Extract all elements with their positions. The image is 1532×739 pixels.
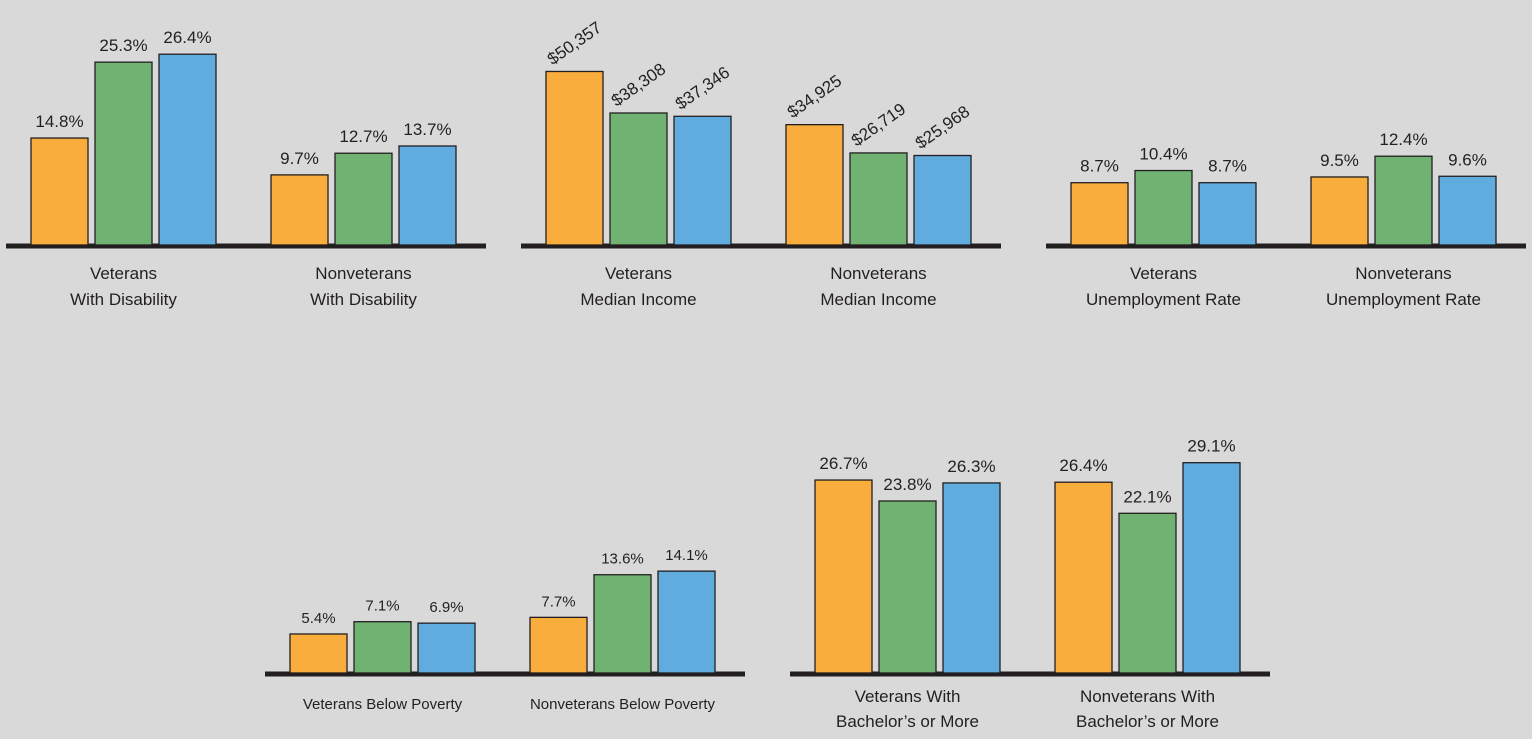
bar	[850, 153, 907, 245]
data-label: 14.1%	[665, 547, 708, 564]
data-label: 26.4%	[163, 28, 211, 47]
bar	[610, 113, 667, 245]
data-label: $50,357	[544, 18, 605, 69]
data-label: 26.7%	[819, 454, 867, 473]
bar	[530, 617, 587, 673]
data-label: 7.7%	[541, 593, 575, 610]
data-label: 10.4%	[1139, 145, 1187, 164]
bar	[815, 480, 872, 673]
bar	[786, 125, 843, 245]
bar	[354, 622, 411, 673]
data-label: 7.1%	[365, 598, 399, 615]
category-label: Bachelor’s or More	[1076, 712, 1219, 731]
category-label: Nonveterans	[315, 264, 411, 283]
bar	[658, 571, 715, 673]
bar	[943, 483, 1000, 673]
data-label: 5.4%	[301, 610, 335, 627]
category-label: With Disability	[310, 290, 417, 309]
category-label: Unemployment Rate	[1086, 290, 1241, 309]
category-label: Veterans	[1130, 264, 1197, 283]
bar	[879, 501, 936, 673]
bar	[95, 62, 152, 245]
data-label: 29.1%	[1187, 437, 1235, 456]
data-label: $38,308	[608, 59, 669, 110]
bar	[1055, 482, 1112, 673]
bar	[271, 175, 328, 245]
bar	[1199, 183, 1256, 245]
data-label: 9.5%	[1320, 151, 1359, 170]
data-label: 13.6%	[601, 551, 644, 568]
data-label: 8.7%	[1080, 157, 1119, 176]
category-label: Nonveterans	[1355, 264, 1451, 283]
data-label: 9.6%	[1448, 150, 1487, 169]
category-label: Nonveterans Below Poverty	[530, 696, 716, 713]
bar	[335, 153, 392, 245]
bar	[418, 623, 475, 673]
bar	[914, 156, 971, 245]
bar	[290, 634, 347, 673]
data-label: $34,925	[784, 71, 845, 122]
bar	[1375, 156, 1432, 245]
data-label: 12.4%	[1379, 130, 1427, 149]
bar	[1183, 463, 1240, 673]
bar	[31, 138, 88, 245]
category-label: Nonveterans	[830, 264, 926, 283]
bar	[1119, 513, 1176, 673]
data-label: 26.3%	[947, 457, 995, 476]
bar	[594, 575, 651, 673]
bar	[1311, 177, 1368, 245]
data-label: 23.8%	[883, 475, 931, 494]
bar	[546, 71, 603, 245]
data-label: 8.7%	[1208, 157, 1247, 176]
data-label: 9.7%	[280, 149, 319, 168]
bar	[1071, 183, 1128, 245]
bar	[1439, 176, 1496, 245]
category-label: With Disability	[70, 290, 177, 309]
category-label: Median Income	[820, 290, 936, 309]
data-label: $25,968	[912, 102, 973, 153]
bar	[674, 116, 731, 245]
data-label: 22.1%	[1123, 487, 1171, 506]
category-label: Veterans With	[855, 687, 961, 706]
category-label: Unemployment Rate	[1326, 290, 1481, 309]
category-label: Bachelor’s or More	[836, 712, 979, 731]
category-label: Median Income	[580, 290, 696, 309]
data-label: 12.7%	[339, 127, 387, 146]
data-label: 26.4%	[1059, 456, 1107, 475]
category-label: Nonveterans With	[1080, 687, 1215, 706]
data-label: 13.7%	[403, 120, 451, 139]
data-label: $37,346	[672, 63, 733, 114]
data-label: $26,719	[848, 99, 909, 150]
data-label: 6.9%	[429, 599, 463, 616]
bar	[159, 54, 216, 245]
bar	[399, 146, 456, 245]
bar	[1135, 171, 1192, 245]
data-label: 25.3%	[99, 36, 147, 55]
data-label: 14.8%	[35, 112, 83, 131]
category-label: Veterans	[605, 264, 672, 283]
category-label: Veterans	[90, 264, 157, 283]
category-label: Veterans Below Poverty	[303, 696, 463, 713]
